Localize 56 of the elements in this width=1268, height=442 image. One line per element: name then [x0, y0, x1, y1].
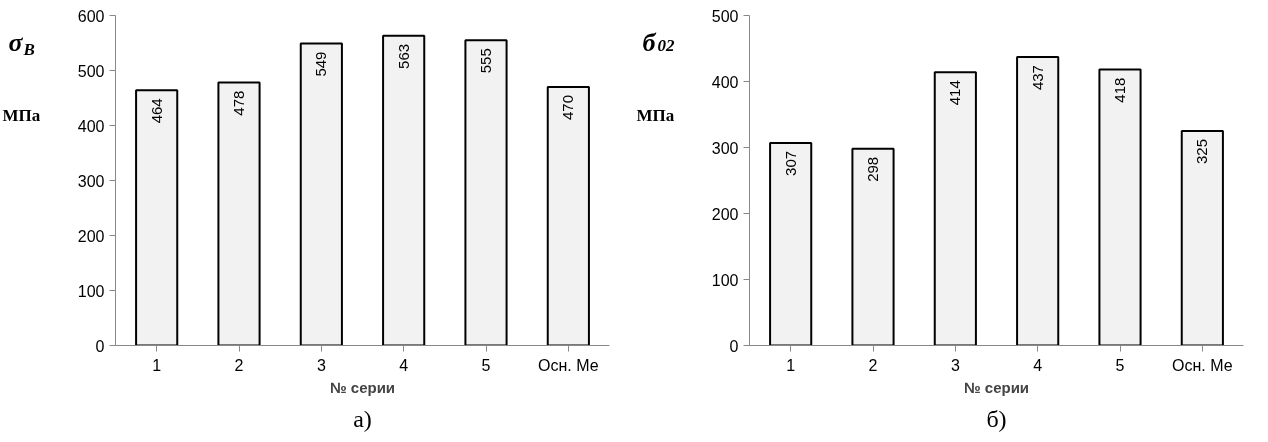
bar [546, 86, 590, 346]
y-axis-title: б02 [642, 27, 675, 57]
x-axis-title: № серии [963, 378, 1030, 396]
bar [382, 34, 426, 346]
y-tick-label: 200 [711, 205, 739, 223]
x-tick-label: 1 [152, 356, 162, 374]
data-label: 563 [394, 43, 412, 69]
y-tick-label: 0 [95, 337, 105, 355]
bar [933, 71, 977, 346]
data-label: 470 [559, 95, 577, 121]
data-label: 414 [946, 80, 964, 106]
x-tick-label: 1 [786, 356, 796, 374]
x-tick-label: 2 [234, 356, 244, 374]
bar [769, 141, 813, 346]
bar [464, 39, 508, 346]
x-tick-label: 2 [868, 356, 878, 374]
x-tick-label: Осн. Ме [1172, 356, 1233, 374]
bar [135, 89, 179, 346]
text: МПа [2, 106, 41, 125]
bar [1016, 56, 1060, 346]
bar [1098, 68, 1142, 346]
y-tick-label: 100 [77, 282, 105, 300]
x-tick-label: 5 [1115, 356, 1125, 374]
data-label: 555 [477, 48, 494, 74]
data-label: 437 [1028, 65, 1046, 91]
x-tick-label: 4 [1033, 356, 1043, 374]
data-label: 464 [147, 98, 165, 124]
x-tick-label: 3 [950, 356, 960, 374]
bar [217, 81, 261, 346]
text: а) [353, 405, 372, 432]
x-tick-label: 4 [399, 356, 409, 374]
data-label: 298 [864, 156, 881, 182]
y-tick-label: 200 [77, 227, 105, 245]
y-tick-label: 100 [711, 271, 739, 289]
data-label: 418 [1111, 77, 1128, 103]
y-tick-label: 500 [711, 7, 739, 25]
bar [299, 42, 343, 346]
y-tick-label: 400 [711, 73, 739, 91]
data-label: 478 [230, 90, 247, 116]
x-tick-label: 5 [481, 356, 491, 374]
y-tick-label: 600 [77, 7, 105, 25]
text: МПа [636, 106, 675, 125]
text: б) [986, 405, 1007, 432]
x-tick-label: Осн. Ме [538, 356, 599, 374]
bar [1180, 130, 1224, 346]
bar [851, 147, 895, 346]
data-label: 325 [1193, 139, 1211, 165]
x-tick-label: 3 [316, 356, 326, 374]
y-tick-label: 300 [711, 139, 739, 157]
x-axis-title: № серии [329, 378, 396, 396]
y-tick-label: 0 [729, 337, 739, 355]
data-label: 307 [781, 150, 799, 176]
y-tick-label: 300 [77, 172, 105, 190]
data-label: 549 [312, 51, 330, 77]
y-tick-label: 400 [77, 117, 105, 135]
y-tick-label: 500 [77, 62, 105, 80]
